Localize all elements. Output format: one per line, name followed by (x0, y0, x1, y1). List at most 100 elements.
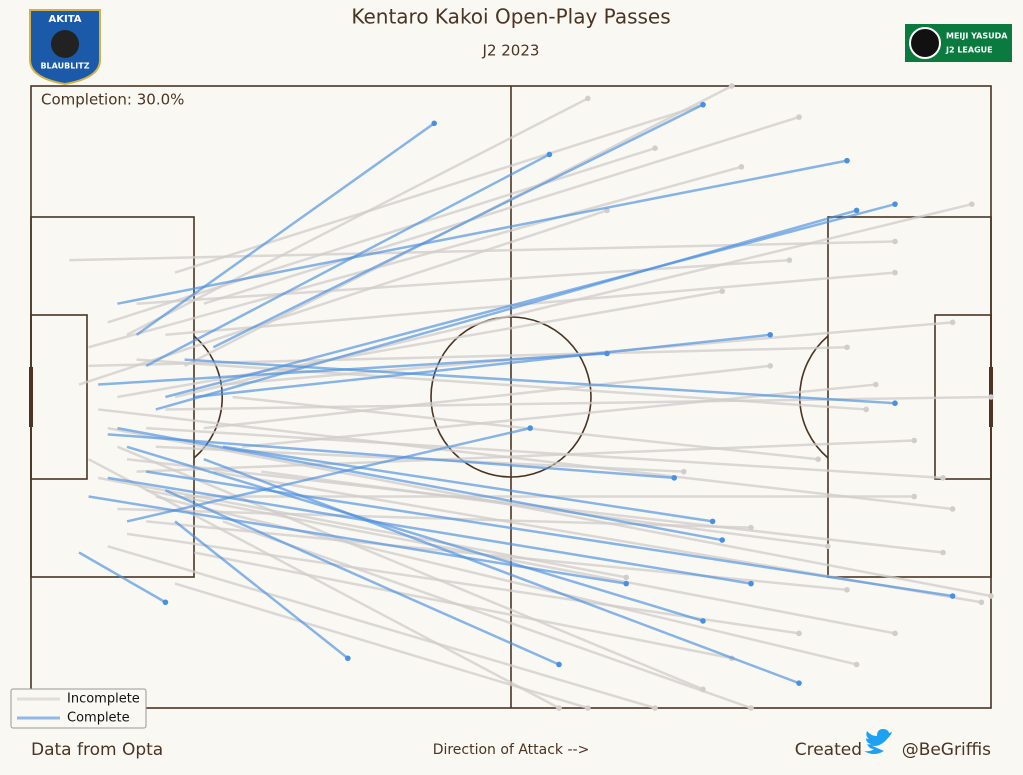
pass-line (107, 147, 656, 324)
pass-end (652, 145, 658, 151)
completion-annotation: Completion: 30.0% (41, 91, 184, 109)
pass-line (126, 445, 704, 623)
source-note: Data from Opta (31, 740, 163, 760)
pass-end (527, 425, 533, 431)
pass-end (738, 164, 745, 170)
pass-end (892, 201, 898, 207)
pass-line (165, 395, 992, 411)
pass-end (729, 83, 735, 89)
league-emblem (909, 27, 941, 59)
pass-line (165, 202, 896, 399)
pass-end (767, 332, 773, 338)
pass-end (748, 580, 754, 587)
pass-end (162, 599, 169, 606)
pass-end (796, 630, 802, 637)
pass-line (155, 495, 857, 666)
pass-line (174, 582, 589, 710)
pass-line (117, 290, 723, 399)
pass-end (863, 406, 869, 413)
pass-end (767, 363, 773, 369)
pass-end (546, 151, 553, 158)
pass-line (174, 520, 349, 660)
pass-end (978, 599, 985, 606)
pass-end (940, 475, 946, 481)
pass-end (844, 157, 850, 164)
pass-end (911, 493, 917, 500)
pass-end (431, 120, 438, 127)
logo-text: AKITA (49, 14, 82, 25)
pass-line (126, 97, 589, 336)
pass-line (146, 470, 953, 598)
pass-line (136, 439, 915, 473)
right-logo: MEIJI YASUDA J2 LEAGUE (905, 24, 1012, 62)
handle-text: @BeGriffis (902, 740, 991, 760)
pass-line (135, 122, 435, 336)
pass-end (796, 114, 802, 120)
pass-end (853, 661, 860, 668)
pass-end (911, 437, 917, 444)
pass-line (155, 209, 857, 411)
passes (69, 83, 994, 711)
pass-end (949, 593, 956, 599)
legend-label: Complete (67, 711, 130, 726)
pass-end (700, 686, 706, 693)
pass-end (748, 524, 754, 531)
pass-line (261, 470, 828, 548)
pass-line (117, 159, 848, 305)
pass-line (193, 551, 733, 660)
pass-end (825, 543, 831, 550)
chart-subtitle: J2 2023 (482, 42, 540, 60)
pass-end (815, 456, 821, 463)
pass-end (709, 518, 716, 525)
pass-end (652, 705, 658, 711)
pass-end (623, 580, 629, 587)
pass-end (940, 549, 946, 556)
pass-line (203, 364, 771, 430)
pass-end (345, 655, 351, 662)
pass-end (873, 381, 879, 388)
pass-end (949, 506, 956, 512)
pass-end (988, 394, 994, 400)
pass-end (796, 680, 802, 686)
pass-line (116, 445, 704, 691)
left-logo: AKITA BLAUBLITZ (29, 9, 101, 86)
pass-end (700, 101, 706, 108)
credit-text: Created (795, 740, 862, 760)
pass-line (117, 507, 752, 529)
pass-line (146, 426, 944, 480)
pass-end (671, 475, 677, 481)
pass-end (556, 705, 562, 711)
pass-line (222, 445, 713, 523)
pass-end (719, 537, 725, 543)
pass-line (184, 358, 896, 405)
crest-emblem (51, 30, 79, 58)
pass-end (556, 661, 562, 668)
pass-end (844, 587, 850, 593)
pass-line (69, 240, 896, 262)
pass-end (969, 201, 975, 207)
direction-note: Direction of Attack --> (433, 742, 590, 758)
pass-line (212, 103, 704, 349)
pass-end (681, 468, 687, 475)
pass-end (623, 574, 629, 581)
legend: Incomplete Complete (10, 688, 147, 729)
pass-end (719, 288, 725, 295)
pass-line (203, 115, 800, 305)
six-yard-box (30, 314, 88, 480)
pass-end (892, 630, 898, 637)
pass-line (145, 489, 896, 635)
pass-line (126, 426, 531, 523)
twitter-icon (864, 729, 892, 754)
pass-line (107, 433, 675, 480)
pass-line (117, 426, 723, 542)
pass-line (88, 458, 560, 710)
pass-end (748, 705, 754, 711)
pass-end (892, 269, 898, 276)
legend-label: Incomplete (67, 692, 140, 707)
pass-end (585, 95, 591, 102)
pass-line (107, 476, 752, 585)
chart-title: Kentaro Kakoi Open-Play Passes (351, 5, 670, 29)
pass-end (949, 319, 956, 326)
pass-end (786, 257, 793, 263)
